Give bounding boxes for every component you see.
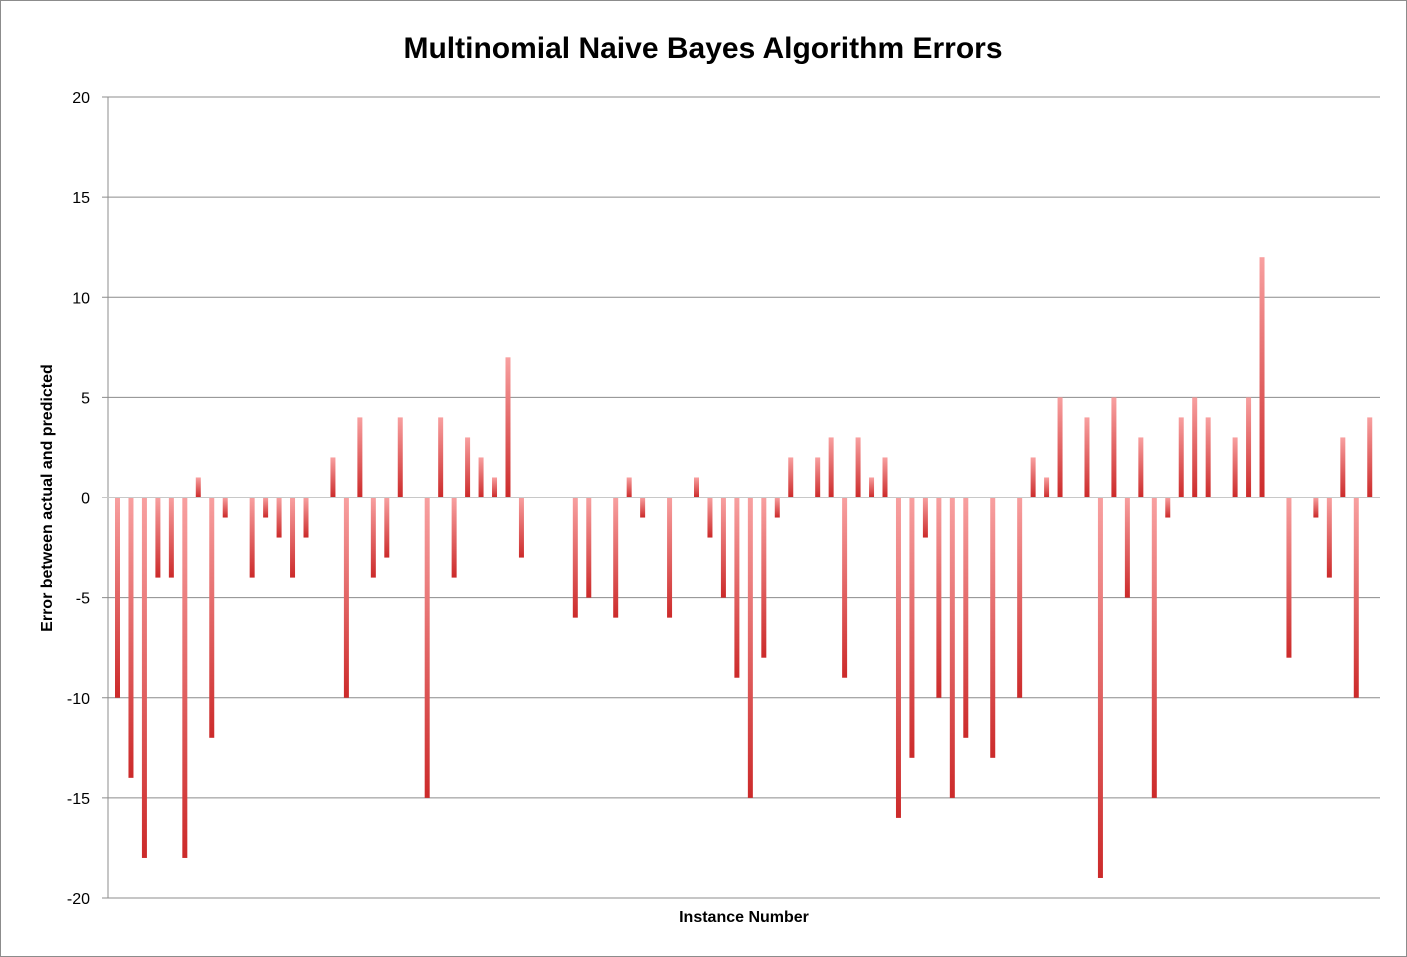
bar bbox=[936, 497, 942, 698]
bar bbox=[828, 437, 834, 498]
bar bbox=[397, 417, 403, 498]
bar bbox=[909, 497, 915, 758]
gridlines bbox=[102, 96, 1380, 899]
bar bbox=[855, 437, 861, 498]
bar bbox=[1044, 477, 1050, 498]
bar bbox=[141, 497, 147, 858]
bar bbox=[357, 417, 363, 498]
bar bbox=[370, 497, 376, 578]
bar bbox=[1353, 497, 1359, 698]
bar bbox=[1030, 457, 1036, 498]
y-tick-label: 15 bbox=[72, 190, 90, 207]
bar bbox=[222, 497, 228, 518]
bar bbox=[1192, 397, 1198, 498]
bar bbox=[1138, 437, 1144, 498]
bar bbox=[895, 497, 901, 818]
bar bbox=[707, 497, 713, 538]
bar bbox=[1259, 257, 1265, 498]
bar bbox=[209, 497, 215, 738]
bar bbox=[1017, 497, 1023, 698]
bar bbox=[1326, 497, 1332, 578]
bar bbox=[1057, 397, 1063, 498]
y-axis-ticks: 20 15 10 5 0 -5 -10 -15 -20 bbox=[67, 90, 90, 908]
bar bbox=[1124, 497, 1130, 598]
bar bbox=[788, 457, 794, 498]
bar bbox=[734, 497, 740, 678]
bar bbox=[882, 457, 888, 498]
x-axis-label: Instance Number bbox=[679, 909, 809, 926]
bars bbox=[115, 257, 1373, 878]
bar bbox=[1205, 417, 1211, 498]
bar bbox=[424, 497, 430, 798]
bar bbox=[478, 457, 484, 498]
bar bbox=[572, 497, 578, 618]
y-tick-label: -15 bbox=[67, 791, 90, 808]
bar bbox=[290, 497, 296, 578]
bar bbox=[276, 497, 282, 538]
bar bbox=[465, 437, 471, 498]
bar bbox=[613, 497, 619, 618]
bar bbox=[1084, 417, 1090, 498]
bar bbox=[1165, 497, 1171, 518]
bar bbox=[1232, 437, 1238, 498]
bar bbox=[1313, 497, 1319, 518]
bar bbox=[303, 497, 309, 538]
y-tick-label: -20 bbox=[67, 891, 90, 908]
bar bbox=[384, 497, 390, 558]
bar bbox=[1097, 497, 1103, 878]
bar bbox=[640, 497, 646, 518]
bar bbox=[922, 497, 928, 538]
bar bbox=[115, 497, 120, 698]
bar bbox=[492, 477, 498, 498]
y-tick-label: 0 bbox=[81, 491, 90, 508]
y-tick-label: 5 bbox=[81, 390, 90, 407]
bar bbox=[343, 497, 349, 698]
bar bbox=[747, 497, 753, 798]
y-tick-label: -5 bbox=[76, 591, 90, 608]
bar bbox=[842, 497, 848, 678]
bar bbox=[1178, 417, 1184, 498]
bar bbox=[1286, 497, 1292, 658]
bar bbox=[195, 477, 201, 498]
bar bbox=[505, 357, 511, 498]
y-tick-label: 10 bbox=[72, 290, 90, 307]
bar bbox=[694, 477, 699, 498]
y-tick-label: -10 bbox=[67, 691, 90, 708]
bar bbox=[720, 497, 726, 598]
bar bbox=[626, 477, 632, 498]
bar bbox=[1340, 437, 1346, 498]
bar bbox=[963, 497, 969, 738]
chart-title: Multinomial Naive Bayes Algorithm Errors bbox=[403, 32, 1002, 65]
bar bbox=[1111, 397, 1117, 498]
bar bbox=[168, 497, 174, 578]
bar bbox=[330, 457, 336, 498]
bar bbox=[1246, 397, 1252, 498]
bar bbox=[761, 497, 767, 658]
y-tick-label: 20 bbox=[72, 90, 90, 107]
bar bbox=[182, 497, 188, 858]
bar bbox=[128, 497, 134, 778]
bar bbox=[869, 477, 875, 498]
bar bbox=[249, 497, 255, 578]
bar bbox=[949, 497, 955, 798]
bar bbox=[1367, 417, 1373, 498]
bar bbox=[774, 497, 780, 518]
bar bbox=[155, 497, 161, 578]
bar bbox=[815, 457, 821, 498]
bar bbox=[990, 497, 996, 758]
bar bbox=[1151, 497, 1157, 798]
bar bbox=[263, 497, 269, 518]
y-axis-label: Error between actual and predicted bbox=[39, 364, 56, 632]
bar bbox=[586, 497, 592, 598]
bar bbox=[518, 497, 524, 558]
bar bbox=[451, 497, 457, 578]
bar bbox=[667, 497, 673, 618]
bar bbox=[438, 417, 444, 498]
